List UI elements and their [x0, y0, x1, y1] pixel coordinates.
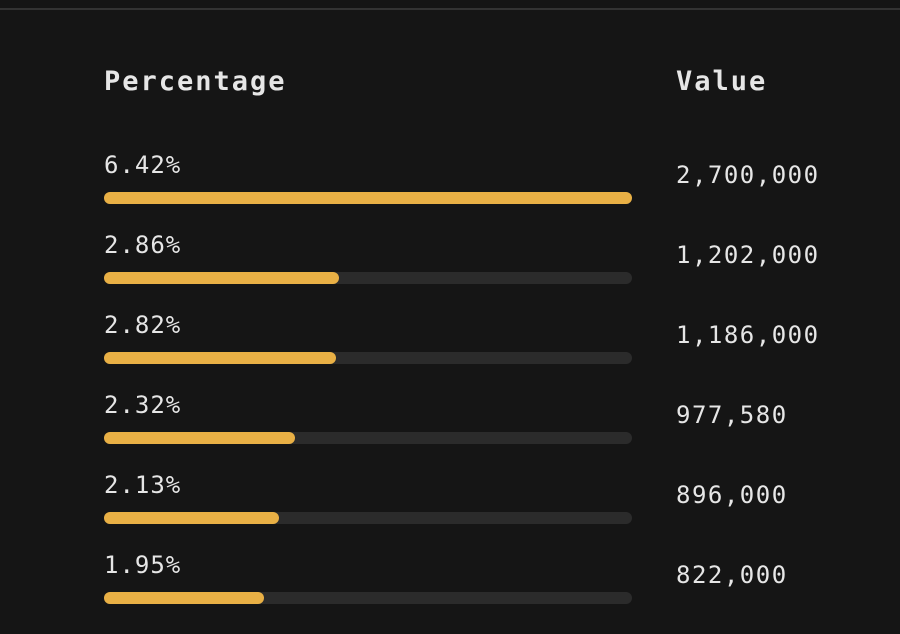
- bar-track: [104, 592, 632, 604]
- percentage-label: 2.32%: [104, 391, 182, 419]
- bar-track: [104, 512, 632, 524]
- value-label: 822,000: [676, 561, 788, 589]
- value-label: 896,000: [676, 481, 788, 509]
- percentage-label: 2.13%: [104, 471, 182, 499]
- bar: [104, 432, 295, 444]
- bar: [104, 592, 265, 604]
- value-label: 2,700,000: [676, 161, 820, 189]
- top-border: [0, 8, 900, 10]
- value-label: 1,202,000: [676, 241, 820, 269]
- bar-track: [104, 192, 632, 204]
- bar: [104, 512, 280, 524]
- column-header: Percentage: [104, 66, 287, 97]
- percentage-label: 2.86%: [104, 231, 182, 259]
- column-header: Value: [676, 66, 768, 97]
- bar: [104, 192, 632, 204]
- bar-track: [104, 272, 632, 284]
- bar-track: [104, 432, 632, 444]
- percentage-label: 1.95%: [104, 551, 182, 579]
- percentage-label: 6.42%: [104, 151, 182, 179]
- bar: [104, 352, 336, 364]
- bar-track: [104, 352, 632, 364]
- bar: [104, 272, 340, 284]
- percentage-label: 2.82%: [104, 311, 182, 339]
- value-label: 977,580: [676, 401, 788, 429]
- value-label: 1,186,000: [676, 321, 820, 349]
